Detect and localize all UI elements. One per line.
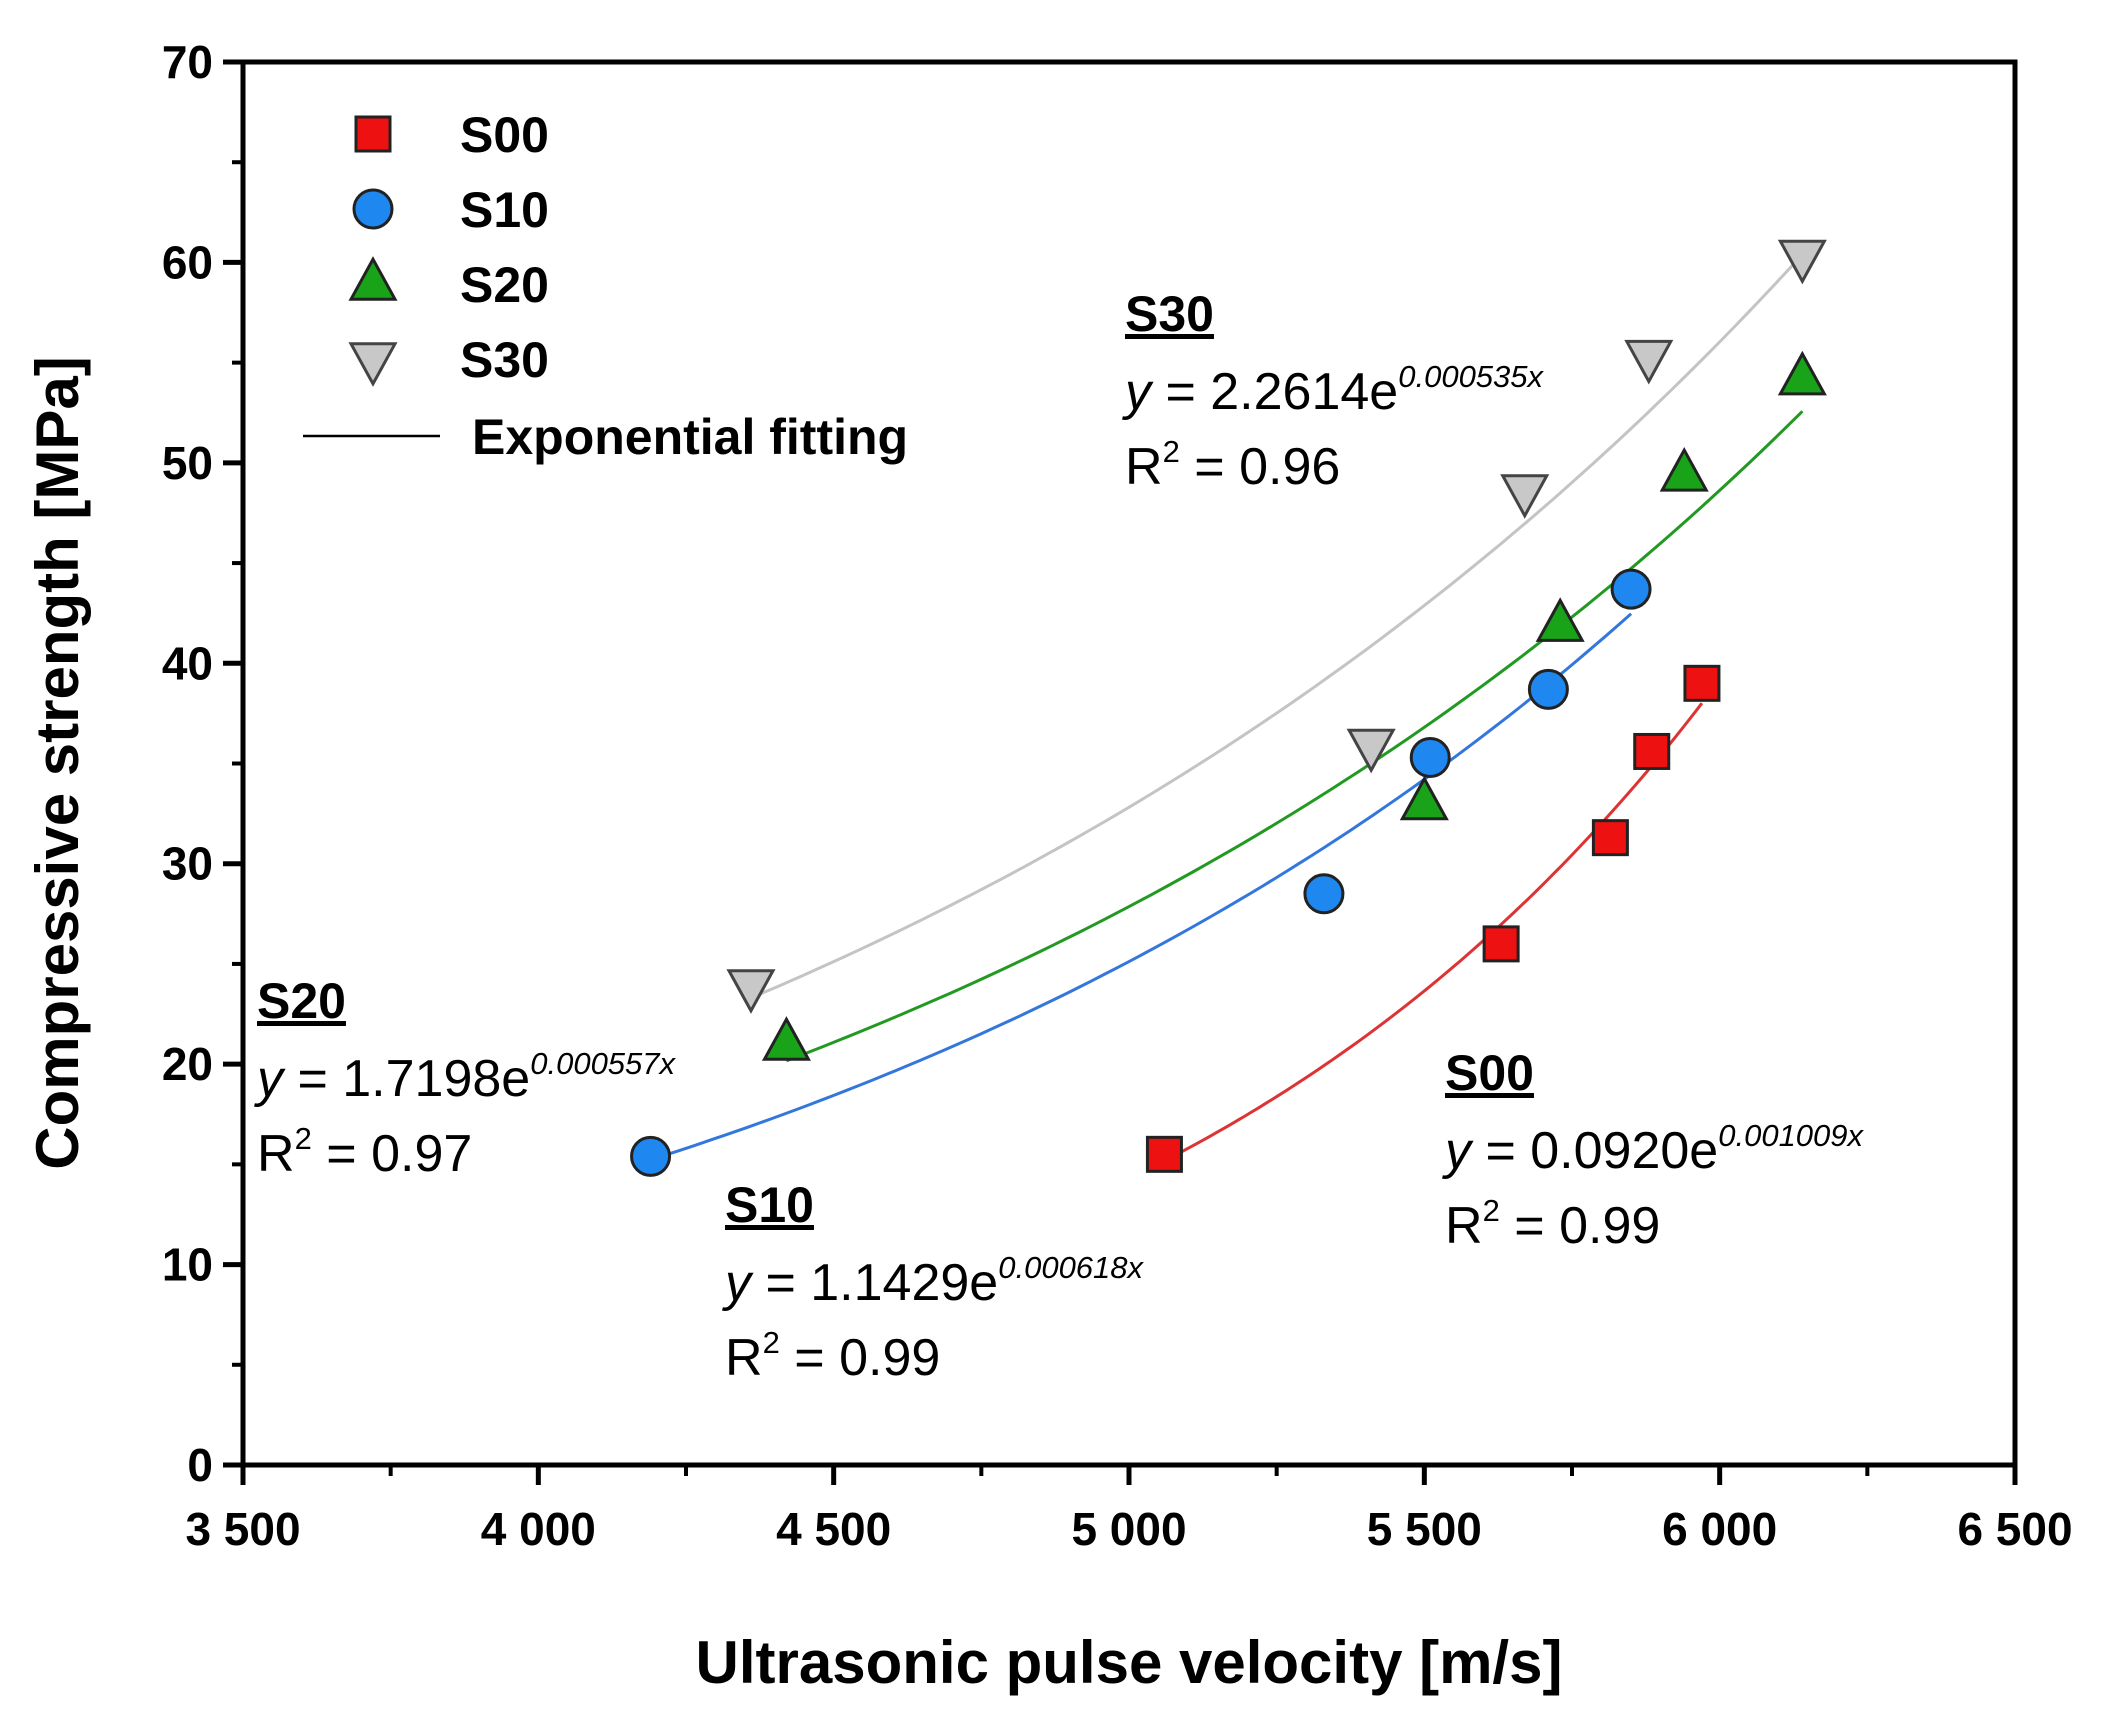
marker-s00	[1633, 732, 1671, 770]
equation-y: y	[254, 1050, 286, 1108]
marker-s20	[1777, 350, 1827, 396]
legend-label-s10: S10	[460, 182, 549, 238]
y-tick-label: 10	[162, 1239, 213, 1291]
legend: S00 S10 S20 S30 Exponential fitting	[303, 107, 908, 465]
legend-marker-s20	[348, 256, 398, 301]
y-tick-label: 0	[187, 1439, 213, 1491]
r2-value: = 0.97	[312, 1125, 472, 1183]
equation-y: y	[722, 1254, 754, 1312]
marker-s30	[726, 969, 776, 1014]
fit-curve-s30	[750, 253, 1804, 1000]
annotation-r2-s00: R2 = 0.99	[1445, 1193, 1660, 1255]
annotation-title-s20: S20	[257, 973, 346, 1029]
fit-curve-s00	[1163, 702, 1704, 1163]
equation-exponent: 0.000557x	[530, 1046, 676, 1081]
marker-s00	[1482, 925, 1520, 963]
y-tick-label: 60	[162, 236, 213, 288]
annotation-r2-s20: R2 = 0.97	[257, 1121, 472, 1183]
marker-s20	[1535, 597, 1585, 642]
legend-label-s30: S30	[460, 332, 549, 388]
axis-ticks: 3 500 4 000 4 500 5 000 5 500 6 000 6 50001020…	[162, 36, 2073, 1555]
x-axis-title: Ultrasonic pulse velocity [m/s]	[696, 1629, 1563, 1696]
marker-s10	[1303, 873, 1345, 915]
r2-letter: R	[1125, 438, 1163, 496]
annotation-r2-s30: R2 = 0.96	[1125, 434, 1340, 496]
marker-s20	[1659, 446, 1709, 492]
y-tick-label: 70	[162, 36, 213, 88]
x-tick-label: 4 500	[776, 1503, 891, 1555]
marker-s20	[761, 1016, 811, 1061]
x-tick-label: 5 000	[1071, 1503, 1186, 1555]
annotation-title-s30: S30	[1125, 286, 1214, 342]
r2-superscript: 2	[1483, 1193, 1500, 1228]
r2-superscript: 2	[1163, 434, 1180, 469]
marker-s20	[1399, 775, 1449, 821]
marker-s00	[1145, 1135, 1183, 1173]
annotation-title-s10: S10	[725, 1177, 814, 1233]
annotation-s20: S20 y = 1.7198e0.000557x R2 = 0.97	[254, 973, 677, 1183]
equation-y: y	[1442, 1122, 1474, 1180]
legend-marker-s30	[348, 342, 398, 387]
x-tick-label: 4 000	[481, 1503, 596, 1555]
marker-s00	[1683, 664, 1721, 702]
legend-marker-s00	[354, 115, 392, 153]
equation-exponent: 0.001009x	[1718, 1118, 1864, 1153]
annotation-s30: S30 y = 2.2614e0.000535x R2 = 0.96	[1122, 286, 1545, 496]
marker-s30	[1777, 239, 1827, 285]
annotation-r2-s10: R2 = 0.99	[725, 1325, 940, 1387]
marker-s30	[1624, 339, 1674, 385]
equation-exponent: 0.000535x	[1398, 359, 1544, 394]
fit-curve-s20	[785, 410, 1804, 1063]
marker-s10	[1527, 668, 1569, 710]
marker-s10	[1610, 568, 1652, 610]
annotation-equation-s20: y = 1.7198e0.000557x	[254, 1046, 677, 1108]
annotation-equation-s10: y = 1.1429e0.000618x	[722, 1250, 1145, 1312]
legend-marker-s10	[352, 188, 394, 230]
r2-letter: R	[257, 1125, 295, 1183]
annotation-s00: S00 y = 0.0920e0.001009x R2 = 0.99	[1442, 1045, 1865, 1255]
marker-s30	[1346, 728, 1396, 774]
y-tick-label: 40	[162, 637, 213, 689]
annotation-s10: S10 y = 1.1429e0.000618x R2 = 0.99	[722, 1177, 1145, 1387]
x-tick-label: 5 500	[1367, 1503, 1482, 1555]
equation-body: = 2.2614e	[1151, 363, 1398, 421]
marker-s30	[1500, 474, 1550, 519]
fit-lines	[650, 253, 1804, 1163]
r2-value: = 0.99	[780, 1329, 940, 1387]
fit-curve-s10	[650, 612, 1633, 1162]
r2-superscript: 2	[295, 1121, 312, 1156]
x-tick-label: 6 000	[1662, 1503, 1777, 1555]
x-tick-label: 3 500	[185, 1503, 300, 1555]
y-tick-label: 30	[162, 838, 213, 890]
equation-body: = 1.1429e	[751, 1254, 998, 1312]
equation-body: = 0.0920e	[1471, 1122, 1718, 1180]
r2-letter: R	[1445, 1197, 1483, 1255]
legend-label-s20: S20	[460, 257, 549, 313]
y-tick-label: 50	[162, 437, 213, 489]
equation-y: y	[1122, 363, 1154, 421]
r2-letter: R	[725, 1329, 763, 1387]
data-markers	[630, 239, 1827, 1177]
equation-body: = 1.7198e	[283, 1050, 530, 1108]
marker-s00	[1591, 819, 1629, 857]
r2-superscript: 2	[763, 1325, 780, 1360]
r2-value: = 0.99	[1500, 1197, 1660, 1255]
equation-exponent: 0.000618x	[998, 1250, 1144, 1285]
legend-label-fit: Exponential fitting	[472, 409, 908, 465]
marker-s10	[630, 1135, 672, 1177]
r2-value: = 0.96	[1180, 438, 1340, 496]
marker-s10	[1409, 736, 1451, 778]
annotation-equation-s30: y = 2.2614e0.000535x	[1122, 359, 1545, 421]
y-axis-title: Compressive strength [MPa]	[24, 356, 91, 1170]
annotation-title-s00: S00	[1445, 1045, 1534, 1101]
legend-label-s00: S00	[460, 107, 549, 163]
x-tick-label: 6 500	[1957, 1503, 2072, 1555]
annotation-equation-s00: y = 0.0920e0.001009x	[1442, 1118, 1865, 1180]
y-tick-label: 20	[162, 1038, 213, 1090]
